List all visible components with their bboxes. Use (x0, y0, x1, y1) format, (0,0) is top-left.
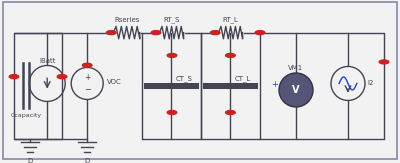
Circle shape (210, 31, 220, 35)
Text: D: D (27, 158, 33, 163)
Text: VOC: VOC (107, 79, 122, 85)
Text: −: − (84, 85, 91, 94)
Circle shape (57, 75, 67, 79)
Circle shape (82, 63, 92, 67)
Circle shape (226, 111, 235, 114)
Text: +: + (271, 80, 278, 89)
Text: RT_S: RT_S (164, 16, 180, 23)
Circle shape (226, 53, 235, 57)
Circle shape (167, 53, 177, 57)
Text: RT_L: RT_L (223, 16, 238, 23)
Circle shape (151, 31, 161, 35)
Circle shape (255, 31, 265, 35)
Text: VM1: VM1 (288, 65, 304, 71)
Text: Rseries: Rseries (114, 17, 139, 23)
Circle shape (379, 60, 389, 64)
Text: V: V (292, 85, 300, 95)
Text: IBatt: IBatt (39, 58, 56, 64)
Text: +: + (84, 73, 90, 82)
Circle shape (106, 31, 116, 35)
Circle shape (167, 111, 177, 114)
Ellipse shape (279, 73, 313, 107)
Text: CT_L: CT_L (234, 76, 251, 82)
Text: CT_S: CT_S (175, 76, 192, 82)
Text: I2: I2 (367, 81, 373, 86)
Text: D: D (84, 158, 90, 163)
Text: Ccapacity: Ccapacity (10, 113, 42, 118)
Circle shape (9, 75, 19, 79)
